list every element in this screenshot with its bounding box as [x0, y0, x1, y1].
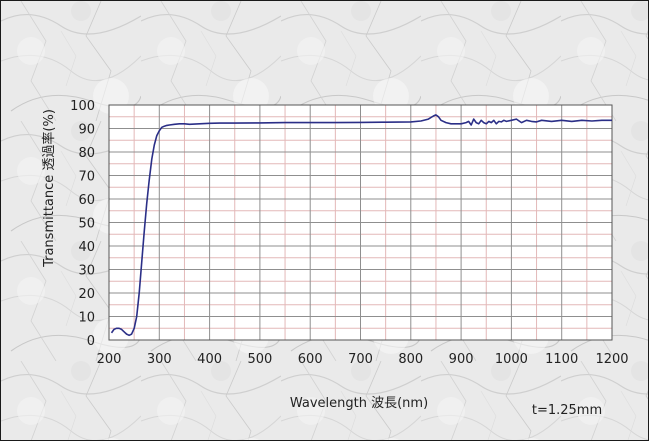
x-tick-label: 1100: [545, 352, 578, 367]
y-tick-label: 90: [78, 123, 95, 138]
x-tick-label: 500: [247, 352, 272, 367]
x-tick-label: 300: [147, 352, 172, 367]
y-tick-label: 60: [78, 193, 95, 208]
y-tick-label: 70: [78, 170, 95, 185]
x-tick-label: 200: [97, 352, 122, 367]
y-tick-label: 100: [70, 99, 95, 114]
x-axis-title: Wavelength 波長(nm): [290, 396, 428, 411]
y-tick-label: 10: [78, 311, 95, 326]
x-tick-label: 1000: [495, 352, 528, 367]
y-axis-title: Transmittance 透過率(%): [41, 109, 57, 268]
x-tick-label: 400: [197, 352, 222, 367]
x-tick-label: 600: [298, 352, 323, 367]
thickness-annotation: t=1.25mm: [532, 403, 602, 418]
y-tick-label: 0: [87, 334, 95, 349]
y-tick-label: 30: [78, 264, 95, 279]
x-tick-label: 1200: [595, 352, 628, 367]
y-tick-label: 20: [78, 287, 95, 302]
y-tick-label: 80: [78, 146, 95, 161]
y-tick-label: 40: [78, 240, 95, 255]
plot-border: [108, 104, 613, 341]
x-tick-label: 700: [348, 352, 373, 367]
y-tick-label: 50: [78, 217, 95, 232]
x-tick-label: 900: [449, 352, 474, 367]
series-line: [110, 114, 612, 337]
x-tick-label: 800: [398, 352, 423, 367]
